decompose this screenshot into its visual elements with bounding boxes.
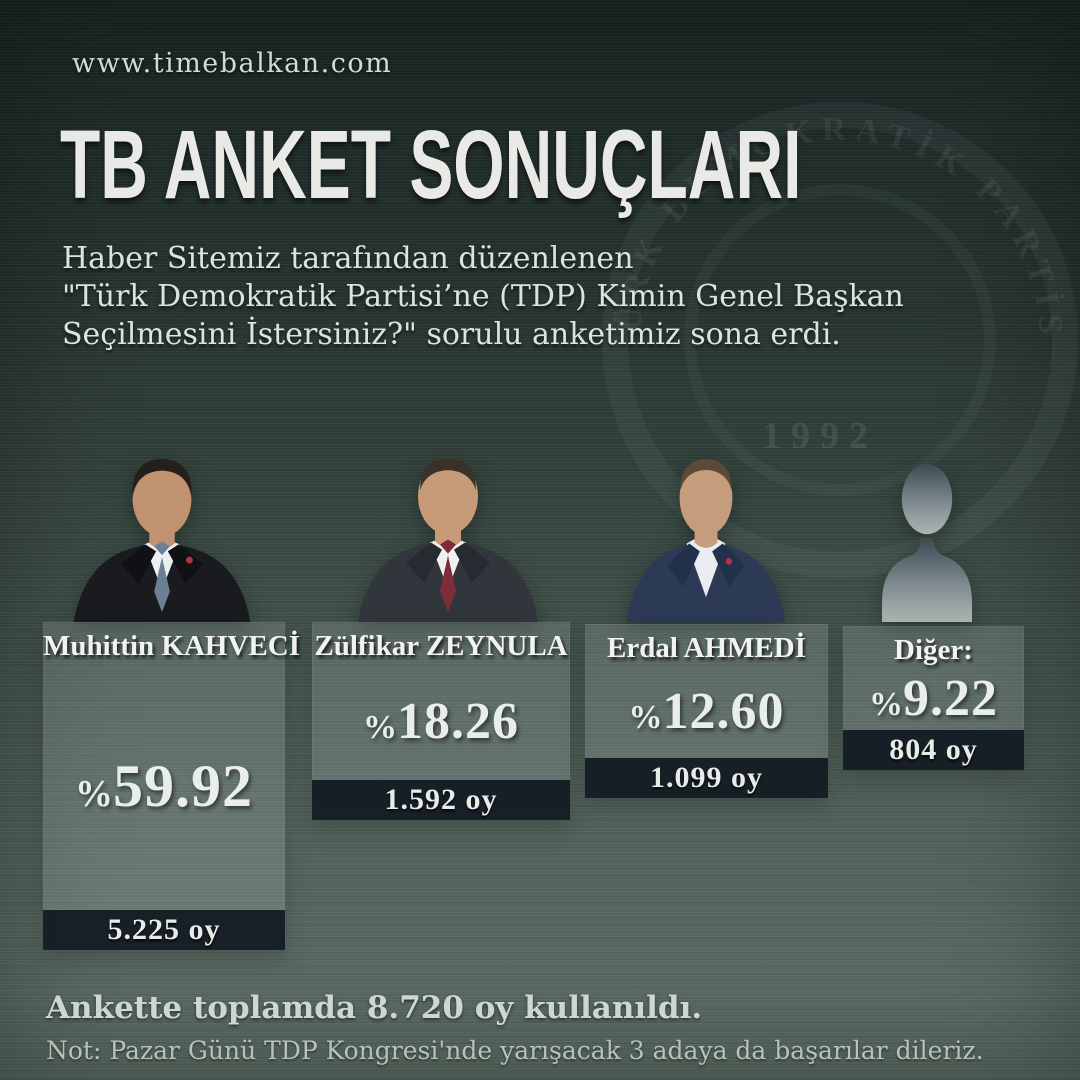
candidate-name: Muhittin KAHVECİ	[43, 630, 301, 662]
percent-sign: %	[363, 708, 397, 746]
candidate-card: Zülfikar ZEYNULA % 18.26 1.592 oy	[312, 622, 570, 820]
page-title: TB ANKET SONUÇLARI	[60, 110, 802, 219]
percent-sign: %	[75, 772, 113, 815]
percent-value: % 18.26	[363, 692, 519, 750]
candidate-card: Erdal AHMEDİ % 12.60 1.099 oy	[585, 624, 828, 798]
site-url: www.timebalkan.com	[72, 48, 393, 79]
candidate-name: Zülfikar ZEYNULA	[314, 630, 568, 662]
poll-description-line: Haber Sitemiz tarafından düzenlenen	[62, 241, 634, 276]
person-silhouette-icon	[882, 463, 972, 622]
percent-sign: %	[628, 698, 663, 736]
votes-badge: 804 oy	[843, 730, 1024, 770]
candidate-name: Erdal AHMEDİ	[607, 632, 806, 664]
candidate-name: Diğer:	[894, 634, 973, 666]
votes-badge: 1.592 oy	[312, 780, 570, 820]
poll-description: Haber Sitemiz tarafından düzenlenen "Tür…	[62, 240, 904, 354]
candidate-photo-erdal-ahmedi	[626, 458, 786, 622]
poll-description-line: "Türk Demokratik Partisi’ne (TDP) Kimin …	[62, 279, 904, 314]
candidate-card: Diğer: % 9.22 804 oy	[843, 626, 1024, 770]
percent-sign: %	[869, 685, 903, 723]
percent-value: % 12.60	[628, 682, 785, 740]
footer-note: Not: Pazar Günü TDP Kongresi'nde yarışac…	[46, 1036, 984, 1065]
poll-description-line: Seçilmesini İstersiniz?" sorulu anketimi…	[62, 317, 841, 352]
percent-value: % 9.22	[869, 669, 998, 727]
candidate-photo-zulfikar-zeynula	[358, 458, 538, 622]
percent-value: % 59.92	[75, 752, 253, 819]
candidate-photo-muhittin-kahveci	[73, 458, 251, 622]
total-votes-text: Ankette toplamda 8.720 oy kullanıldı.	[46, 990, 703, 1026]
candidate-card: Muhittin KAHVECİ % 59.92 5.225 oy	[43, 622, 301, 950]
votes-badge: 1.099 oy	[585, 758, 828, 798]
votes-badge: 5.225 oy	[43, 910, 285, 950]
